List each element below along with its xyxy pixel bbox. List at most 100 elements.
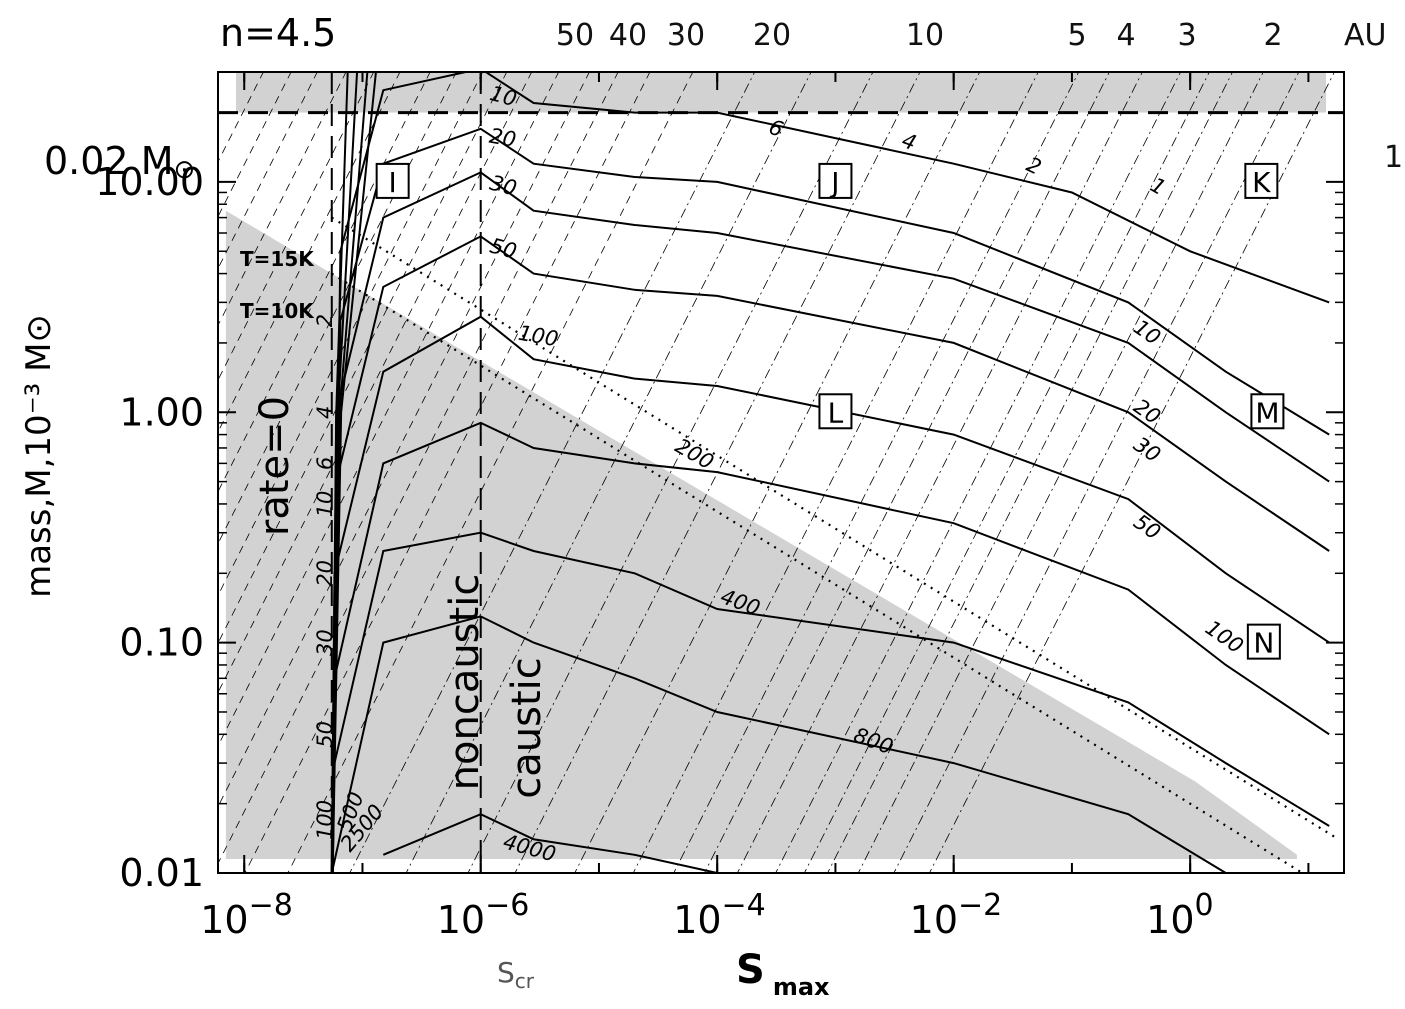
region-label-J: J	[818, 162, 853, 199]
top-au-tick-label: 5	[1067, 18, 1086, 53]
au-grid-line	[893, 72, 1300, 873]
au-grid-line	[405, 72, 812, 873]
region-label-N: N	[1246, 623, 1281, 660]
region-label-I: I	[375, 162, 410, 199]
x-tick-label: 10−4	[673, 888, 766, 942]
y-axis-label: mass,M,10⁻³ M⊙	[19, 314, 59, 598]
contour-line-200	[330, 421, 1330, 873]
plot-frame	[217, 71, 1345, 874]
au-grid-line	[673, 72, 1080, 873]
au-grid-line	[218, 72, 457, 545]
contour-line-4000	[382, 813, 718, 873]
region-label-box	[818, 393, 853, 430]
steep-contour-line	[331, 72, 377, 873]
au-grid-line	[467, 72, 874, 873]
top-au-tick-label: 2	[1263, 18, 1282, 53]
contour-line-30	[330, 171, 1330, 873]
x-tick-base: 10	[673, 898, 721, 942]
au-grid-line	[287, 72, 694, 873]
mass-limit-label-text: 0.02 M	[44, 139, 173, 183]
x-tick-label: 100	[1146, 888, 1213, 942]
region-label-L: L	[818, 393, 853, 430]
contour-value-label: 30	[313, 629, 337, 656]
noncaustic-label: noncaustic	[442, 574, 488, 791]
contour-value-label: 50	[313, 721, 337, 748]
temp-label-10k: T=10K	[240, 299, 315, 323]
region-label-text: M	[1255, 396, 1279, 429]
y-axis-ticks: 10.00 1.00 0.10 0.01	[95, 111, 1344, 895]
top-au-tick-label: 10	[906, 18, 944, 53]
top-au-tick-label: 50	[556, 18, 594, 53]
s-cr-label: Scr	[497, 956, 535, 993]
au-grid-line	[632, 72, 1039, 873]
au-grid-lines	[218, 72, 1335, 873]
s-cr-label-main: S	[497, 956, 515, 989]
top-shaded-band	[236, 72, 1326, 113]
region-label-text: K	[1252, 166, 1271, 199]
contour-line-100	[330, 315, 1330, 873]
au-grid-line	[218, 72, 401, 433]
top-au-tick-label: 30	[667, 18, 705, 53]
contour-value-label: 6	[313, 457, 337, 470]
chart-title: n=4.5	[220, 11, 336, 55]
lower-shaded-region	[225, 210, 1297, 860]
region-label-box	[1250, 393, 1285, 430]
x-tick-label: 10−8	[200, 888, 293, 942]
contour-value-label: 20	[488, 124, 518, 152]
contour-value-label: 20	[313, 560, 337, 587]
x-tick-base: 10	[1146, 898, 1194, 942]
region-label-box	[1246, 623, 1281, 660]
au-grid-line	[929, 72, 1335, 873]
contour-value-label: 2	[313, 314, 337, 327]
top-au-tick-label: 40	[609, 18, 647, 53]
contour-line-50	[330, 235, 1330, 873]
sun-symbol: ⊙	[173, 155, 195, 185]
y-tick-label: 10.00	[95, 160, 204, 204]
top-au-axis: 50 40 30 20 10 5 4 3 2	[556, 18, 1283, 53]
au-grid-line	[218, 72, 508, 645]
temp-label-15k: T=15K	[240, 247, 315, 271]
x-tick-base: 10	[437, 898, 485, 942]
x-tick-exponent: −8	[249, 888, 293, 923]
au-grid-line	[827, 72, 1233, 873]
au-grid-line	[736, 72, 1143, 873]
y-tick-label: 1.00	[119, 390, 204, 434]
x-tick-base: 10	[200, 898, 248, 942]
plot-area: 106 4212030501002004008004000102030501002…	[218, 72, 1344, 873]
s-cr-label-sub: cr	[515, 969, 535, 993]
contour-line-20	[330, 127, 1330, 873]
contour-value-label: 100	[313, 800, 337, 840]
y-tick-label: 0.01	[119, 851, 204, 895]
contour-line-800	[330, 615, 1227, 873]
x-tick-exponent: −2	[958, 888, 1002, 923]
x-axis-label-main: S	[736, 947, 765, 993]
top-axis-unit: AU	[1344, 18, 1386, 53]
au-grid-line	[218, 72, 292, 218]
region-label-M: M	[1250, 393, 1285, 430]
region-label-box	[1244, 162, 1279, 199]
contour-value-label: 10	[313, 491, 337, 518]
region-labels: I J K L M N	[375, 162, 1285, 660]
au-grid-line	[218, 72, 590, 808]
au-grid-line	[244, 72, 651, 873]
au-grid-line	[574, 72, 981, 873]
au-grid-line	[218, 72, 431, 493]
au-grid-line	[218, 72, 347, 327]
x-axis-label-sub: max	[773, 973, 830, 1001]
region-label-text: I	[389, 166, 397, 199]
top-au-tick-label: 4	[1116, 18, 1135, 53]
x-tick-label: 10−6	[437, 888, 530, 942]
au-grid-line	[803, 72, 1210, 873]
x-axis-ticks: 10−8 10−6 10−4 10−2 100	[200, 72, 1310, 942]
x-tick-label: 10−2	[910, 888, 1003, 942]
x-tick-exponent: −6	[485, 888, 529, 923]
region-label-text: J	[829, 166, 839, 199]
rate-zero-label: rate=0	[252, 396, 298, 536]
contour-line-400	[330, 531, 1330, 873]
y-tick-label: 0.10	[119, 621, 204, 665]
right-edge-label: 1	[1384, 140, 1403, 175]
region-label-text: L	[828, 396, 844, 429]
au-grid-line	[218, 72, 619, 865]
